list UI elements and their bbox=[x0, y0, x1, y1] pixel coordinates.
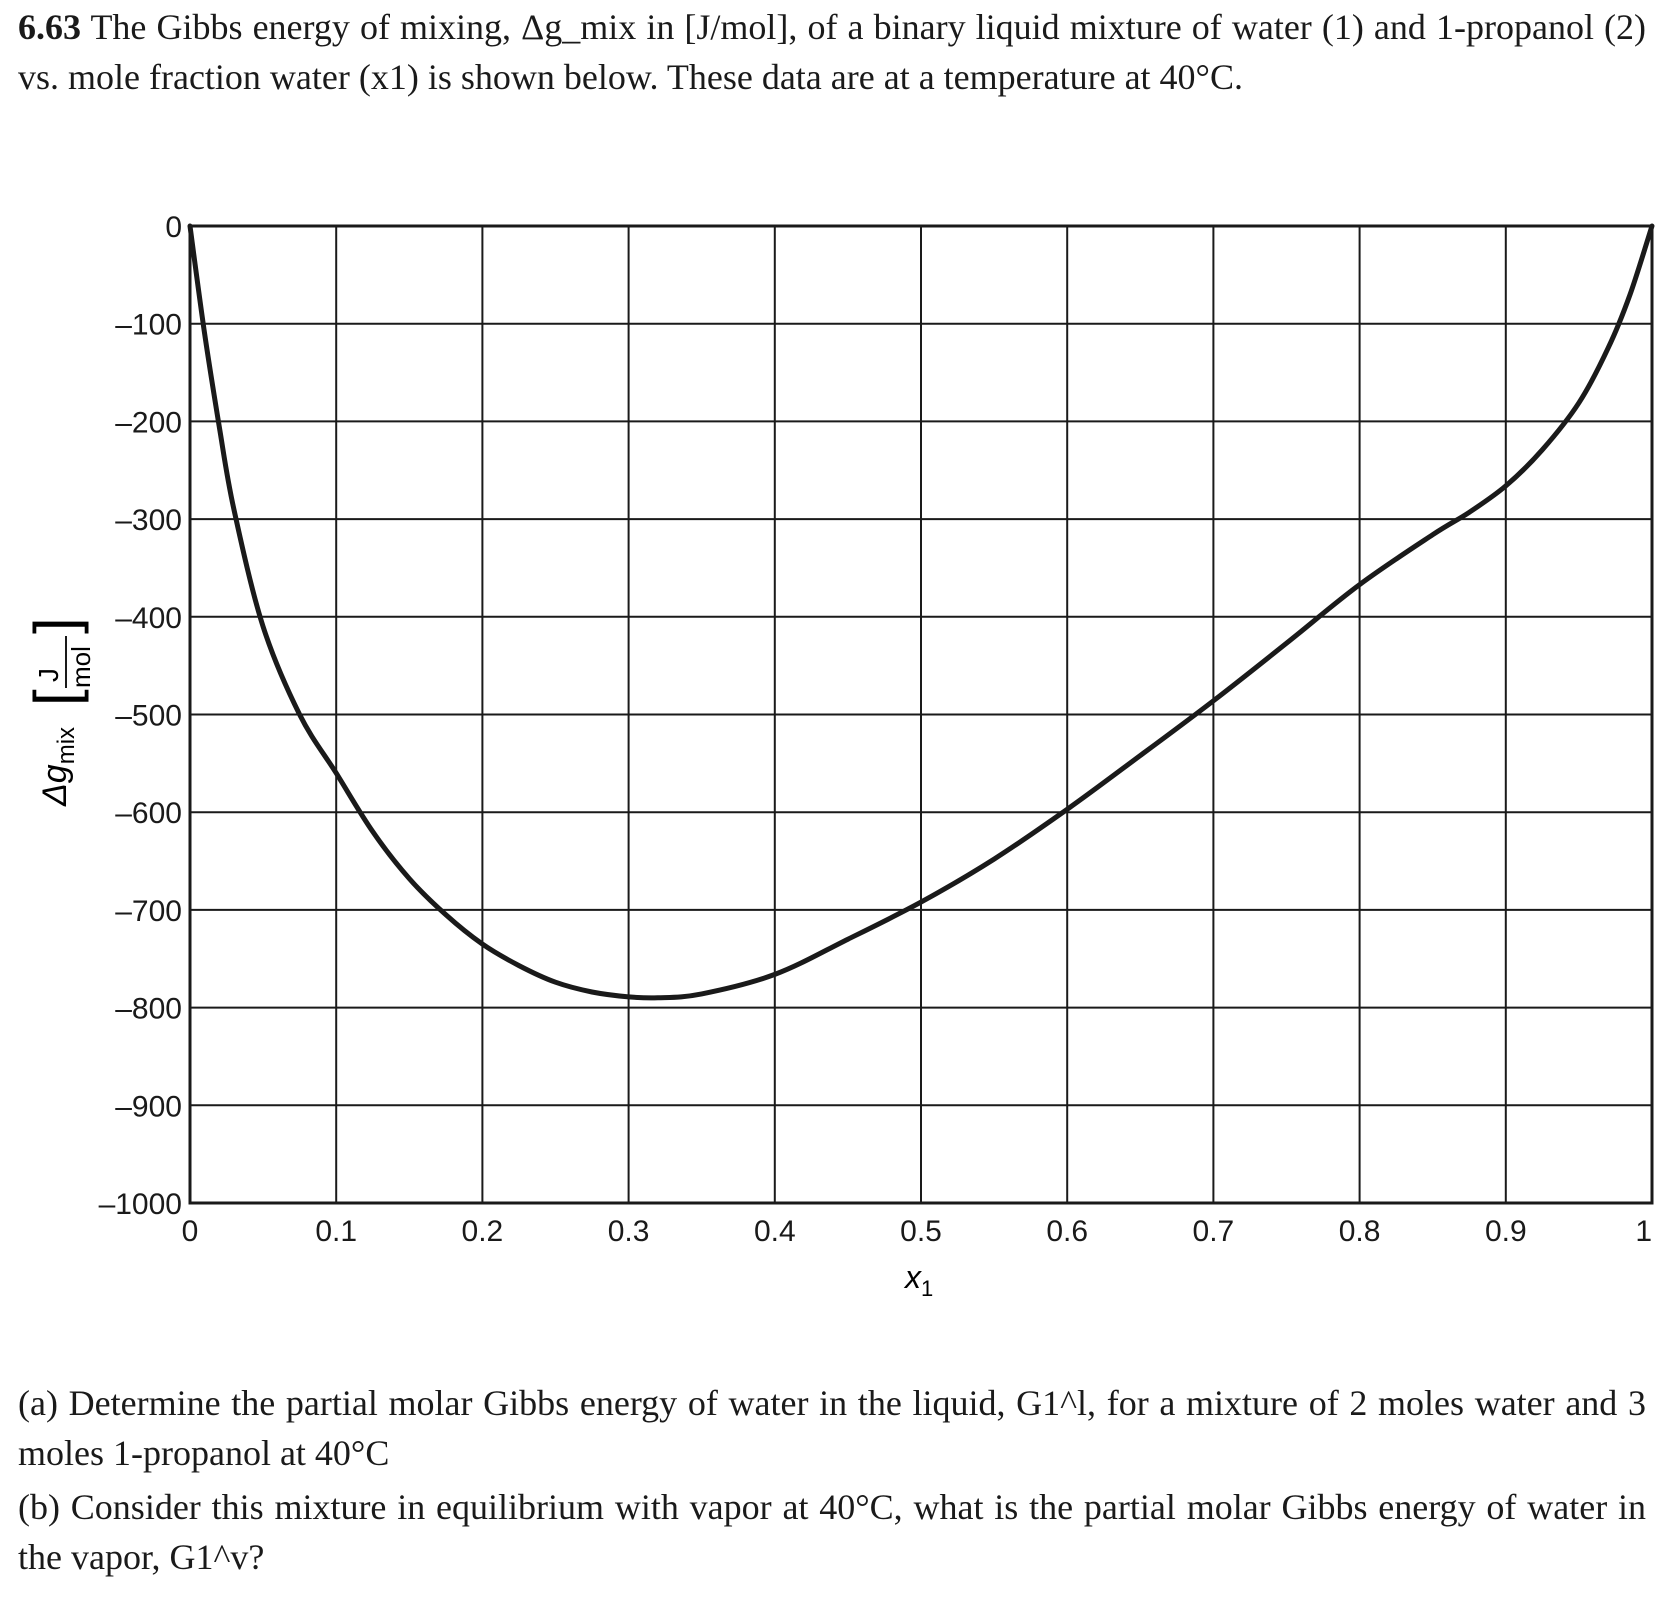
y-unit-denominator: mol bbox=[66, 646, 96, 688]
problem-statement: 6.63 The Gibbs energy of mixing, Δg_mix … bbox=[18, 2, 1646, 102]
questions: (a) Determine the partial molar Gibbs en… bbox=[18, 1378, 1646, 1586]
y-tick-label: –700 bbox=[115, 895, 182, 928]
svg-text:Δgmix: Δgmix bbox=[36, 727, 80, 807]
y-tick-label: –1000 bbox=[99, 1188, 182, 1221]
x-tick-labels: 0 0.1 0.2 0.3 0.4 0.5 0.6 0.7 0.8 0.9 1 bbox=[182, 1215, 1652, 1248]
x-tick-label: 0.9 bbox=[1485, 1215, 1527, 1248]
problem-number: 6.63 bbox=[18, 7, 81, 47]
question-b: (b) Consider this mixture in equilibrium… bbox=[18, 1487, 1646, 1577]
y-tick-label: –600 bbox=[115, 797, 182, 830]
x-tick-label: 0.7 bbox=[1193, 1215, 1235, 1248]
y-tick-label: 0 bbox=[165, 211, 182, 244]
y-tick-label: –200 bbox=[115, 406, 182, 439]
question-a: (a) Determine the partial molar Gibbs en… bbox=[18, 1383, 1646, 1473]
y-unit-bracket-left: [ bbox=[22, 689, 89, 706]
y-tick-label: –300 bbox=[115, 504, 182, 537]
y-tick-label: –800 bbox=[115, 993, 182, 1026]
y-axis-label-main: Δg bbox=[36, 764, 74, 807]
x-tick-label: 0.8 bbox=[1339, 1215, 1381, 1248]
y-axis-label: Δgmix [ J mol ] bbox=[22, 617, 96, 807]
x-tick-label: 0.4 bbox=[754, 1215, 796, 1248]
plot-frame bbox=[188, 224, 1654, 1205]
y-unit-bracket-right: ] bbox=[22, 617, 89, 634]
x-tick-label: 0 bbox=[182, 1215, 199, 1248]
grid-lines bbox=[189, 225, 1653, 1204]
y-tick-label: –100 bbox=[115, 309, 182, 342]
y-tick-labels: 0 –100 –200 –300 –400 –500 –600 –700 –800 –900 –10… bbox=[99, 211, 182, 1221]
x-tick-label: 0.5 bbox=[900, 1215, 942, 1248]
x-tick-label: 0.2 bbox=[462, 1215, 504, 1248]
gibbs-energy-chart: 0 –100 –200 –300 –400 –500 –600 –700 –800 –900 –10… bbox=[22, 211, 1655, 1301]
x-axis-label-main: x bbox=[903, 1259, 922, 1295]
x-tick-label: 0.3 bbox=[608, 1215, 650, 1248]
gibbs-curve bbox=[187, 223, 1655, 1001]
x-tick-label: 1 bbox=[1635, 1215, 1652, 1248]
y-tick-label: –500 bbox=[115, 700, 182, 733]
x-tick-label: 0.6 bbox=[1046, 1215, 1088, 1248]
x-tick-label: 0.1 bbox=[315, 1215, 357, 1248]
y-tick-label: –900 bbox=[115, 1090, 182, 1123]
y-axis-label-sub: mix bbox=[53, 727, 80, 764]
x-axis-label: x1 bbox=[903, 1259, 933, 1301]
problem-text: The Gibbs energy of mixing, Δg_mix in [J… bbox=[18, 7, 1646, 97]
x-axis-label-sub: 1 bbox=[921, 1276, 933, 1301]
y-unit-numerator: J bbox=[33, 668, 64, 682]
y-tick-label: –400 bbox=[115, 602, 182, 635]
